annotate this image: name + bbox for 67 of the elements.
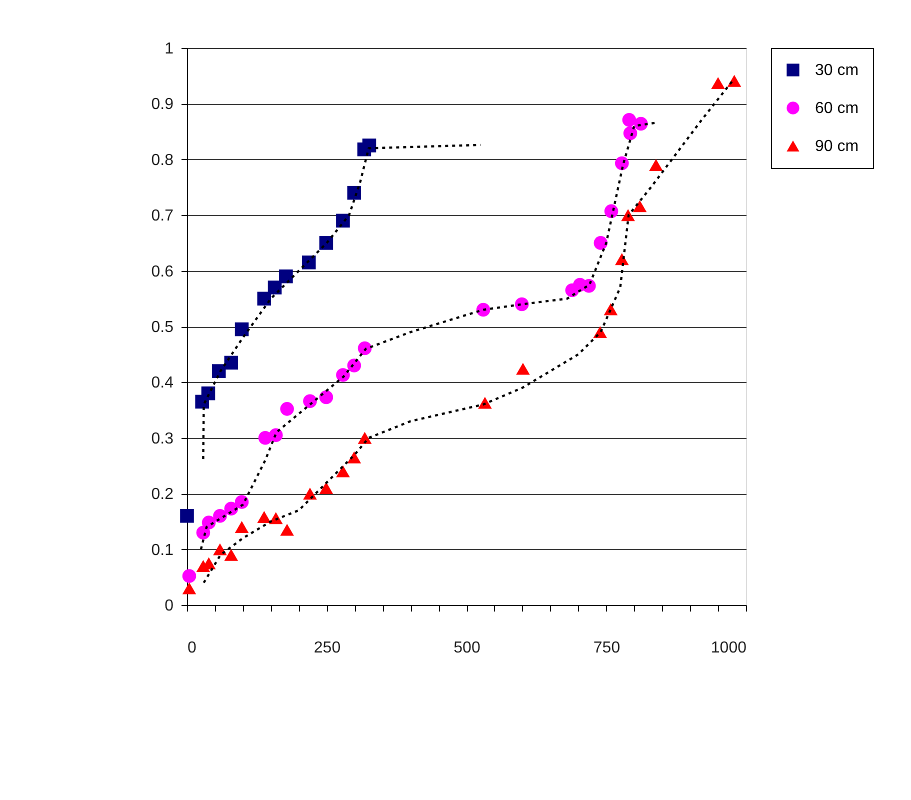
y-tick-label: 0.3 (151, 430, 174, 448)
point (268, 280, 282, 294)
x-tick-label: 750 (593, 640, 620, 656)
point (280, 524, 294, 536)
point (632, 200, 647, 212)
point (347, 186, 362, 200)
point (180, 508, 194, 523)
legend-label: 90 cm (815, 138, 859, 155)
point (514, 297, 529, 312)
y-tick-label: 0.7 (151, 208, 174, 225)
point (224, 548, 238, 561)
point (727, 74, 742, 87)
point (303, 488, 317, 500)
point (303, 394, 317, 408)
point (336, 214, 350, 228)
point (362, 138, 376, 152)
point (623, 126, 638, 140)
point (336, 465, 350, 478)
point (234, 322, 249, 336)
point (279, 269, 293, 284)
point (478, 396, 492, 409)
y-tick-label: 0.2 (151, 486, 174, 504)
x-tick-label: 250 (314, 640, 341, 656)
y-tick-label: 0.5 (151, 319, 174, 336)
x-tick-label: 0 (188, 640, 196, 656)
y-tick-label: 1 (164, 40, 174, 58)
point (649, 159, 663, 171)
point (257, 292, 272, 306)
point (347, 358, 362, 372)
point (302, 256, 316, 270)
y-tick-label: 0.1 (151, 542, 174, 559)
point (476, 302, 490, 317)
point (634, 116, 648, 131)
point (336, 368, 350, 382)
point (224, 356, 238, 370)
point (516, 362, 530, 375)
point (358, 341, 372, 356)
legend-label: 60 cm (815, 100, 859, 117)
point (621, 209, 635, 222)
point (213, 543, 227, 556)
point (582, 278, 596, 293)
point (615, 156, 629, 170)
y-tick-label: 0 (164, 598, 174, 614)
point (213, 509, 227, 523)
point (358, 432, 372, 444)
point (280, 402, 294, 416)
point (182, 569, 196, 583)
point (182, 582, 196, 594)
point (268, 428, 283, 442)
y-tick-label: 0.9 (151, 96, 174, 114)
point (594, 236, 608, 250)
point (347, 451, 362, 464)
x-tick-label: 1000 (710, 640, 747, 656)
point (258, 431, 272, 445)
y-tick-label: 0.4 (151, 374, 174, 392)
y-tick-label: 0.8 (151, 152, 174, 169)
point (711, 77, 725, 90)
point (319, 482, 334, 494)
point (234, 521, 249, 533)
point (257, 511, 272, 523)
point (319, 236, 334, 250)
x-tick-label: 500 (454, 640, 480, 656)
point (319, 390, 334, 404)
point (622, 112, 636, 127)
y-tick-label: 0.6 (151, 263, 174, 280)
legend-label: 30 cm (815, 62, 859, 79)
point (234, 495, 249, 509)
